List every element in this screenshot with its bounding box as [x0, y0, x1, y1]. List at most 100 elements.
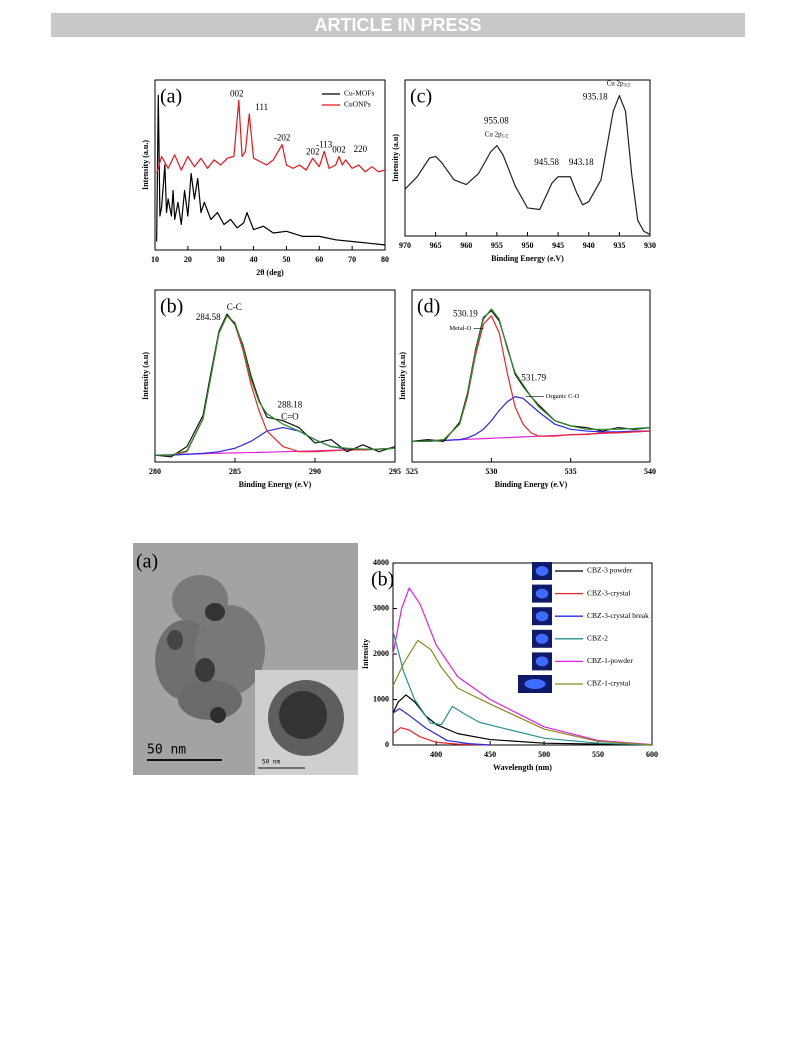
panel-label: (c) — [410, 86, 432, 108]
x-tick-label: 450 — [484, 750, 496, 759]
x-tick-label: 945 — [552, 241, 564, 250]
x-tick-label: 10 — [151, 255, 159, 264]
x-tick-label: 20 — [184, 255, 192, 264]
x-axis-title: Binding Energy (e.V) — [239, 480, 312, 489]
annotation-subscript: 3/2 — [624, 84, 631, 89]
x-tick-label: 935 — [613, 241, 625, 250]
annotation: 955.08 — [484, 116, 509, 126]
y-axis-title: Intensity — [361, 639, 370, 669]
series-line — [392, 727, 491, 746]
annotation: 220 — [354, 144, 368, 154]
series-line — [392, 587, 653, 746]
annotation: 284.58 — [196, 312, 221, 322]
series-line — [392, 708, 491, 746]
x-tick-label: 30 — [217, 255, 225, 264]
x-tick-label: 285 — [229, 467, 241, 476]
banner-bar — [51, 13, 745, 37]
x-axis-title: Binding Energy (e.V) — [491, 254, 564, 263]
plot-frame — [154, 289, 396, 463]
y-axis-title: Intensity (a.u) — [398, 352, 407, 400]
inset-scale-label: 50 nm — [262, 759, 280, 766]
x-tick-label: 80 — [381, 255, 389, 264]
x-tick-label: 280 — [149, 467, 161, 476]
y-axis-title: Intensity (a.u) — [391, 134, 400, 182]
legend-thumbnail-glow — [535, 588, 549, 599]
x-tick-label: 290 — [309, 467, 321, 476]
x-tick-label: 930 — [644, 241, 656, 250]
x-tick-label: 950 — [522, 241, 534, 250]
annotation-text: Cu 2p — [485, 130, 502, 138]
x-tick-label: 955 — [491, 241, 503, 250]
legend-label: CBZ-1-powder — [587, 656, 633, 665]
annotation: 530.19 — [453, 308, 478, 318]
scale-label: 50 nm — [147, 743, 186, 758]
y-axis-title: Intensity (a.u.) — [141, 140, 150, 190]
x-tick-label: 500 — [538, 750, 550, 759]
y-axis-title: Intensity (a.u) — [141, 352, 150, 400]
annotation: Metal-O — [449, 325, 471, 332]
series-line — [155, 427, 396, 456]
annotation: 531.79 — [521, 373, 546, 383]
x-tick-label: 965 — [430, 241, 442, 250]
legend-label: CBZ-3 powder — [587, 566, 633, 575]
x-axis-title: Wavelength (nm) — [493, 763, 552, 772]
annotation: 288.18 — [278, 400, 303, 410]
y-tick-label: 1000 — [373, 694, 389, 703]
plot-frame — [154, 79, 386, 251]
annotation-subscript: 1/2 — [502, 135, 509, 140]
series-line — [155, 315, 396, 456]
panel-label: (b) — [160, 296, 183, 318]
legend-thumbnail-glow — [524, 679, 546, 689]
x-tick-label: 50 — [282, 255, 290, 264]
particle — [195, 658, 215, 682]
x-tick-label: 525 — [406, 467, 418, 476]
legend-thumbnail-glow — [535, 656, 549, 667]
x-tick-label: 540 — [644, 467, 656, 476]
series-line — [156, 94, 386, 246]
annotation: 002 — [332, 145, 346, 155]
series-line — [392, 639, 653, 746]
x-tick-label: 960 — [460, 241, 472, 250]
x-tick-label: 40 — [250, 255, 258, 264]
x-tick-label: 295 — [389, 467, 401, 476]
y-tick-label: 2000 — [373, 649, 389, 658]
x-tick-label: 400 — [430, 750, 442, 759]
series-line — [392, 631, 653, 746]
x-tick-label: 70 — [348, 255, 356, 264]
series-line — [392, 694, 653, 746]
legend-thumbnail-glow — [535, 633, 549, 644]
annotation: 202 — [306, 146, 320, 156]
annotation: 943.18 — [569, 157, 594, 167]
particle — [210, 707, 226, 723]
annotation: C=O — [281, 412, 299, 422]
series-line — [412, 396, 650, 442]
annotation: C-C — [227, 302, 242, 312]
legend-label: CBZ-1-crystal — [587, 679, 630, 688]
x-tick-label: 600 — [646, 750, 658, 759]
plot-frame — [404, 79, 651, 237]
annotation: Cu 2p3/2 — [607, 79, 631, 89]
y-tick-label: 0 — [385, 740, 389, 749]
legend-label: CBZ-3-crystal — [587, 588, 630, 597]
series-line — [154, 313, 396, 458]
x-tick-label: 530 — [485, 467, 497, 476]
y-tick-label: 4000 — [373, 558, 389, 567]
x-axis-title: Binding Energy (e.V) — [495, 480, 568, 489]
x-tick-label: 970 — [399, 241, 411, 250]
x-axis-title: 2θ (deg) — [256, 268, 284, 277]
x-tick-label: 940 — [583, 241, 595, 250]
annotation: -113 — [316, 139, 333, 149]
series-line — [155, 315, 396, 456]
annotation-text: Cu 2p — [607, 79, 624, 87]
series-line — [404, 95, 651, 235]
annotation: 935.18 — [583, 92, 608, 102]
panel-label: (a) — [136, 551, 158, 573]
x-tick-label: 60 — [315, 255, 323, 264]
annotation: 945.58 — [534, 157, 559, 167]
panel-label: (b) — [371, 569, 394, 591]
legend-label: CuONPs — [344, 100, 371, 109]
banner: ARTICLE IN PRESS — [314, 15, 481, 35]
particle — [167, 630, 183, 650]
legend-label: CBZ-3-crystal break — [587, 611, 649, 620]
